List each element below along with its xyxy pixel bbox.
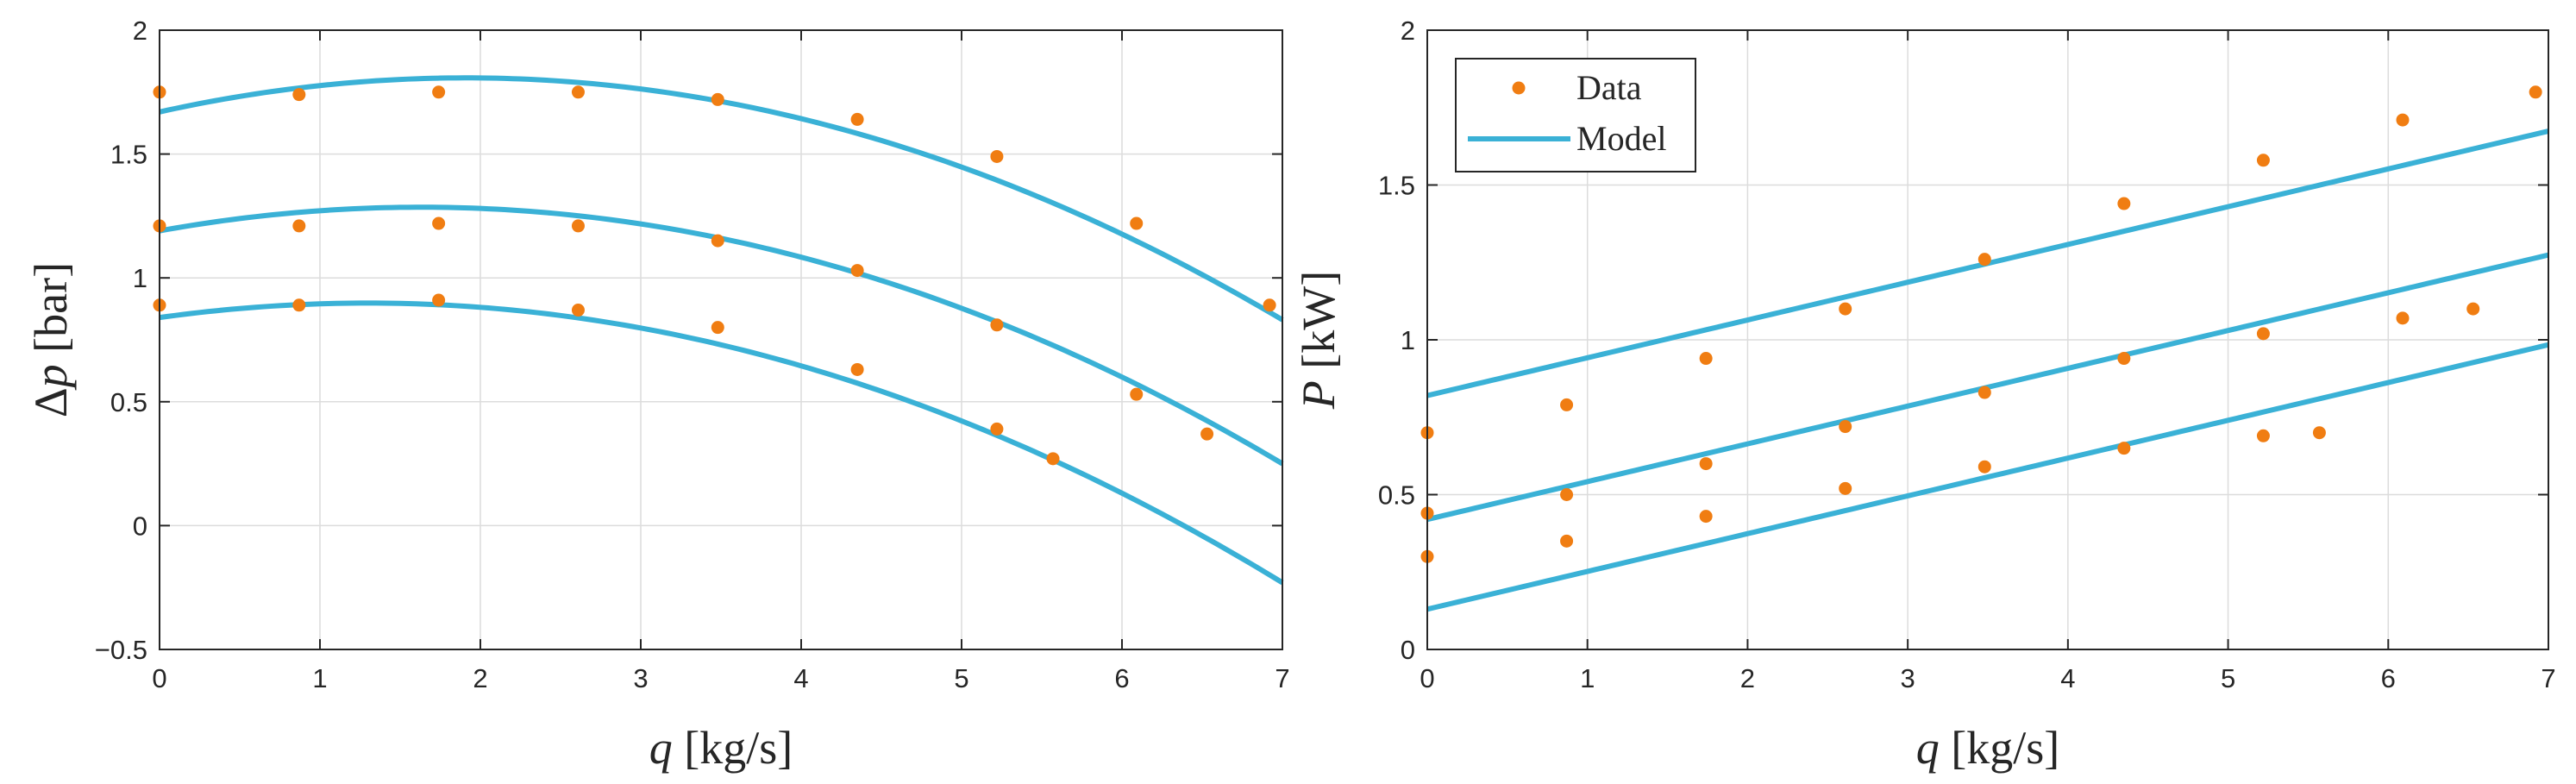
data-point — [571, 219, 585, 233]
data-point — [2256, 154, 2270, 167]
y-tick-label: 0 — [1401, 635, 1415, 665]
data-point — [2117, 352, 2131, 366]
y-tick-label: 1.5 — [1378, 171, 1415, 201]
data-point — [990, 318, 1004, 332]
y-axis-label-unit: [bar] — [25, 262, 77, 364]
x-tick-label: 7 — [2541, 663, 2555, 693]
x-tick-label: 2 — [473, 663, 487, 693]
data-point — [2117, 197, 2131, 210]
data-point — [2256, 429, 2270, 442]
y-tick-label: 0.5 — [110, 387, 147, 417]
data-point — [1046, 452, 1060, 466]
data-point — [850, 362, 864, 376]
data-point — [292, 298, 306, 312]
legend-model-label: Model — [1576, 119, 1666, 158]
x-tick-label: 0 — [152, 663, 166, 693]
x-tick-label: 6 — [1114, 663, 1129, 693]
data-point — [292, 219, 306, 233]
model-line-3 — [1426, 342, 2549, 612]
y-axis-label-delta: Δ — [25, 387, 77, 417]
legend-data-label: Data — [1576, 68, 1642, 107]
data-point — [2256, 327, 2270, 341]
y-tick-label: 1.5 — [110, 140, 147, 170]
data-point — [1699, 510, 1713, 524]
y-axis-label: Δp [bar] — [25, 262, 77, 417]
x-axis-label: q [kg/s] — [1916, 722, 2059, 774]
data-point — [1839, 420, 1852, 434]
y-axis-label-symbol: P — [1293, 380, 1344, 410]
x-tick-label: 3 — [1901, 663, 1915, 693]
data-point — [292, 88, 306, 102]
legend: Data Model — [1455, 58, 1696, 172]
data-point — [1977, 460, 1991, 474]
data-point — [1560, 534, 1574, 548]
data-point — [990, 149, 1004, 163]
y-tick-label: 1 — [1401, 325, 1415, 355]
model-line-3 — [159, 300, 1284, 586]
data-point — [711, 92, 724, 106]
x-axis-label: q [kg/s] — [649, 722, 793, 774]
x-tick-label: 3 — [633, 663, 648, 693]
data-point — [1560, 398, 1574, 411]
y-tick-label: 0 — [133, 511, 147, 541]
x-tick-label: 4 — [2060, 663, 2075, 693]
y-tick-label: 2 — [133, 16, 147, 46]
data-point — [1839, 481, 1852, 495]
x-tick-label: 1 — [312, 663, 327, 693]
x-tick-label: 5 — [954, 663, 968, 693]
data-point — [711, 321, 724, 335]
x-tick-label: 1 — [1580, 663, 1595, 693]
x-tick-label: 2 — [1740, 663, 1755, 693]
data-point — [2466, 302, 2480, 316]
x-axis-label-unit: [kg/s] — [673, 722, 793, 774]
y-axis-label: P [kW] — [1293, 271, 1344, 410]
data-point — [571, 304, 585, 317]
axes-frame — [159, 29, 1283, 650]
data-point — [1130, 387, 1144, 401]
data-point — [2396, 113, 2410, 127]
y-tick-label: 1 — [133, 263, 147, 293]
legend-data-marker — [1512, 81, 1526, 95]
data-point — [432, 85, 446, 99]
x-axis-label-unit: [kg/s] — [1940, 722, 2059, 774]
y-tick-label: 2 — [1401, 16, 1415, 46]
y-axis-label-unit: [kW] — [1293, 271, 1344, 380]
data-point — [1560, 488, 1574, 501]
data-point — [1977, 253, 1991, 267]
x-tick-label: 6 — [2381, 663, 2396, 693]
x-tick-label: 4 — [793, 663, 808, 693]
legend-box — [1455, 58, 1696, 172]
y-tick-label: −0.5 — [95, 635, 147, 665]
data-point — [1699, 457, 1713, 471]
y-tick-label: 0.5 — [1378, 480, 1415, 511]
data-point — [1977, 386, 1991, 399]
data-point — [1699, 352, 1713, 366]
data-point — [1130, 216, 1144, 230]
data-point — [2117, 442, 2131, 455]
data-point — [850, 112, 864, 126]
data-point — [432, 216, 446, 230]
data-point — [711, 234, 724, 248]
x-tick-label: 7 — [1275, 663, 1289, 693]
y-axis-label-symbol: p — [25, 364, 77, 391]
data-point — [990, 422, 1004, 436]
chart-left: 0 1 2 3 4 5 6 7−0.500.511.52q [kg/s]Δp [bar] — [25, 16, 1290, 774]
data-point — [432, 293, 446, 307]
data-point — [2529, 85, 2542, 99]
data-point — [1200, 427, 1214, 441]
plot-area — [160, 30, 1282, 649]
data-point — [2396, 311, 2410, 325]
chart-right: 0 1 2 3 4 5 6 7 0 0.5 1 1.5 2 q [kg/s] P [kW] Data Model — [1293, 16, 2556, 774]
data-point — [571, 85, 585, 99]
x-tick-label: 0 — [1420, 663, 1434, 693]
data-point — [1263, 298, 1276, 312]
x-axis-label-symbol: q — [1916, 722, 1940, 774]
data-point — [1839, 302, 1852, 316]
data-point — [2312, 426, 2326, 440]
data-point — [850, 264, 864, 278]
x-tick-label: 5 — [2221, 663, 2235, 693]
x-axis-label-symbol: q — [649, 722, 673, 774]
